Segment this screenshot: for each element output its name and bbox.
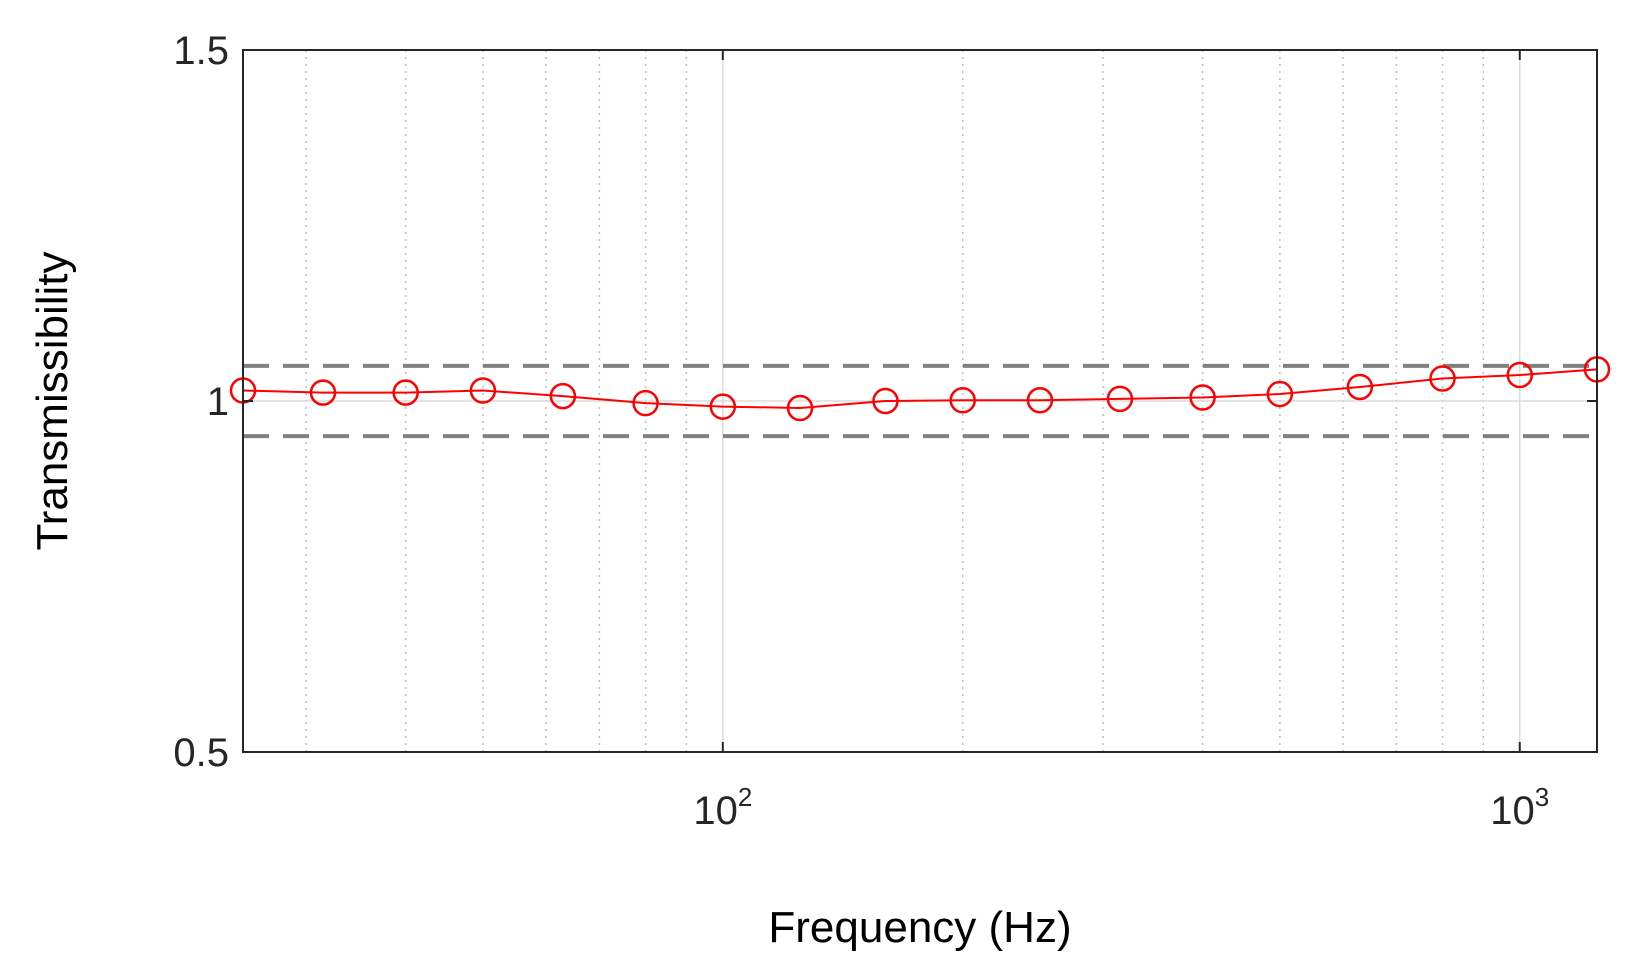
data-point-marker: [1346, 373, 1374, 401]
data-point-marker: [549, 382, 577, 410]
reference-lines: [243, 363, 1597, 439]
data-point-marker: [1506, 361, 1534, 389]
x-tick-label: 102: [693, 782, 752, 833]
data-point-marker: [1266, 380, 1294, 408]
data-point-marker: [1429, 365, 1456, 392]
y-tick-label: 1: [207, 380, 229, 424]
data-point-marker: [469, 377, 497, 404]
data-point-marker: [709, 393, 737, 420]
series-line: [242, 368, 1598, 410]
data-point-marker: [392, 379, 419, 406]
data-point-marker: [872, 387, 899, 415]
y-tick-label: 0.5: [173, 731, 229, 775]
x-axis-label: Frequency (Hz): [768, 903, 1071, 952]
y-tick-label: 1.5: [173, 29, 229, 73]
data-point-marker: [632, 389, 659, 417]
data-point-marker: [949, 387, 976, 414]
x-tick-label: 103: [1490, 782, 1549, 833]
y-axis-label: Transmissibility: [28, 251, 77, 550]
data-point-marker: [1189, 384, 1216, 411]
tick-labels: 0.5 1 1.5 102 103: [173, 29, 1597, 833]
data-series: [229, 356, 1611, 422]
data-point-marker: [1026, 387, 1054, 414]
data-point-marker: [309, 379, 337, 406]
data-point-marker: [1106, 385, 1134, 413]
data-point-marker: [786, 394, 814, 422]
